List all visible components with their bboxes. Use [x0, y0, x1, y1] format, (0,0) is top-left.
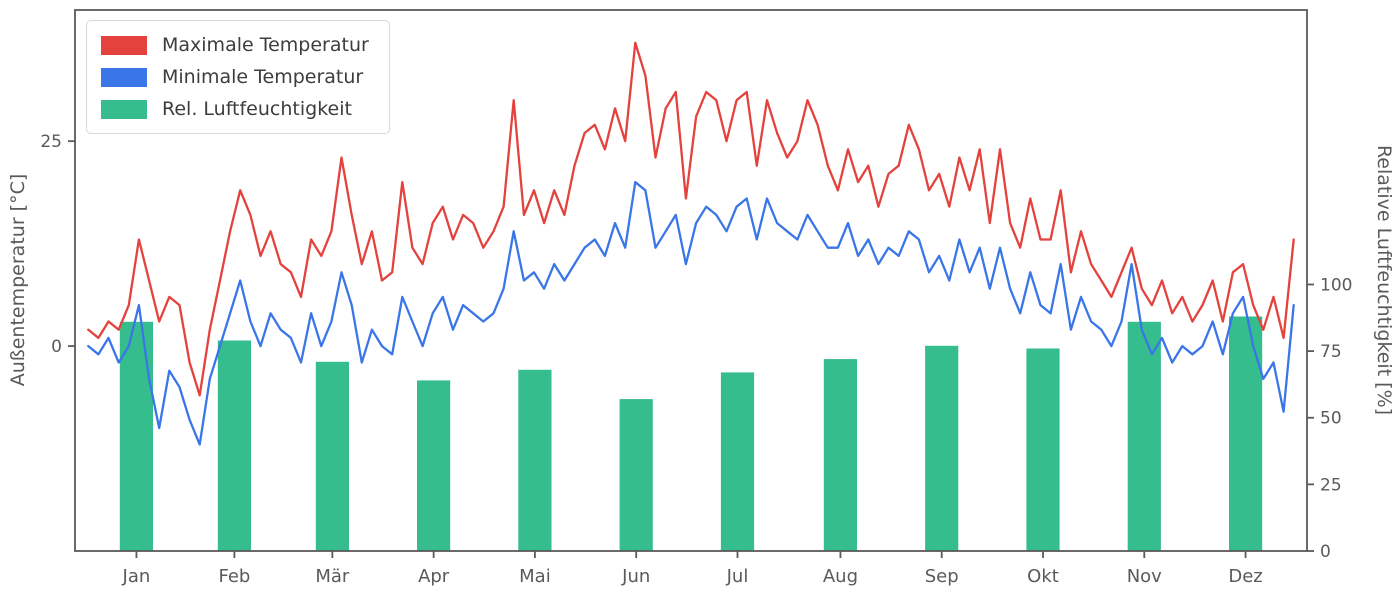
x-tick-label-Jun: Jun: [621, 566, 650, 587]
right-tick-label: 0: [1320, 542, 1331, 562]
legend-label-humidity: Rel. Luftfeuchtigkeit: [162, 98, 352, 120]
humidity-bar-Sep: [925, 345, 959, 551]
x-tick-label-Mär: Mär: [315, 566, 350, 587]
legend: Maximale Temperatur Minimale Temperatur …: [86, 20, 390, 134]
legend-item-max-temp: Maximale Temperatur: [101, 34, 369, 56]
x-tick-label-Dez: Dez: [1228, 566, 1262, 587]
x-tick-label-Mai: Mai: [519, 566, 551, 587]
right-tick-label: 50: [1320, 409, 1342, 429]
left-tick-label: 25: [40, 132, 62, 152]
humidity-bar-Apr: [417, 380, 451, 551]
plot-border: [74, 9, 1308, 552]
legend-label-min-temp: Minimale Temperatur: [162, 66, 364, 88]
legend-item-min-temp: Minimale Temperatur: [101, 66, 369, 88]
humidity-bar-Feb: [217, 340, 251, 551]
humidity-bar-Jun: [619, 399, 653, 551]
x-tick-label-Okt: Okt: [1027, 566, 1059, 587]
humidity-bar-Jan: [119, 321, 153, 551]
x-tick-label-Apr: Apr: [418, 566, 450, 587]
legend-swatch-humidity: [101, 99, 147, 119]
plot-layer: 0 25 0 25 50 75 100 Jan Feb Mär Apr Mai Jun Jul Aug Sep…: [40, 9, 1352, 587]
right-tick-label: 25: [1320, 475, 1342, 495]
left-axis-label: Außentemperatur [°C]: [7, 174, 29, 387]
humidity-bar-Mär: [315, 361, 349, 551]
right-tick-label: 100: [1320, 275, 1352, 295]
legend-item-humidity: Rel. Luftfeuchtigkeit: [101, 98, 369, 120]
left-tick-label: 0: [51, 337, 62, 357]
right-axis-label: Relative Luftfeuchtigkeit [%]: [1373, 145, 1395, 415]
max-temp-line: [87, 41, 1295, 397]
humidity-bar-Okt: [1026, 348, 1060, 551]
x-tick-label-Sep: Sep: [925, 566, 959, 587]
legend-label-max-temp: Maximale Temperatur: [162, 34, 369, 56]
x-tick-label-Nov: Nov: [1127, 566, 1162, 587]
legend-swatch-min-temp: [101, 67, 147, 87]
humidity-bar-Dez: [1229, 316, 1263, 551]
x-tick-label-Aug: Aug: [823, 566, 858, 587]
min-temp-line: [87, 180, 1295, 446]
x-tick-label-Feb: Feb: [218, 566, 250, 587]
humidity-bar-Aug: [823, 359, 857, 551]
humidity-bar-Mai: [518, 369, 552, 551]
right-tick-label: 75: [1320, 342, 1342, 362]
humidity-bar-Nov: [1127, 321, 1161, 551]
legend-swatch-max-temp: [101, 35, 147, 55]
x-tick-label-Jul: Jul: [726, 566, 749, 587]
x-tick-label-Jan: Jan: [122, 566, 151, 587]
humidity-bar-Jul: [720, 372, 755, 551]
